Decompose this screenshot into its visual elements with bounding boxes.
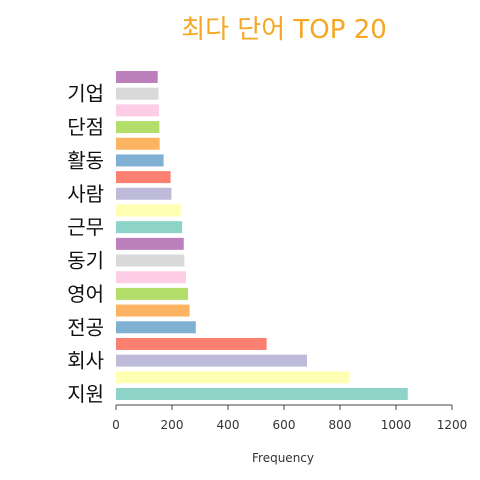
category-label: 사람 (67, 182, 104, 206)
category-labels: 지원 회사 전공 영어 동기 근무 사람 활동 단점 기업 (67, 82, 104, 406)
bar-2 (116, 371, 349, 384)
bar-20 (116, 71, 158, 83)
bar-19 (116, 87, 159, 100)
bar-5 (116, 321, 196, 334)
bar-10 (116, 237, 184, 250)
x-tick-label: 1000 (381, 418, 412, 432)
bar-15 (116, 154, 164, 167)
x-tick-label: 400 (217, 418, 240, 432)
category-label: 영어 (67, 282, 104, 306)
bar-7 (116, 287, 188, 300)
bar-13 (116, 187, 172, 200)
bar-16 (116, 137, 160, 150)
category-label: 지원 (67, 382, 104, 406)
category-label: 동기 (67, 249, 104, 273)
bar-6 (116, 304, 190, 317)
bar-17 (116, 121, 160, 134)
x-ticks-group: 0 200 400 600 800 1000 1200 (112, 405, 467, 432)
bar-3 (116, 354, 307, 367)
chart-title: 최다 단어 TOP 20 (181, 15, 387, 45)
bar-18 (116, 104, 159, 117)
category-label: 근무 (67, 215, 104, 239)
category-label: 전공 (67, 315, 104, 339)
category-label: 기업 (67, 82, 104, 106)
bars-group (116, 71, 408, 400)
x-tick-label: 800 (329, 418, 352, 432)
bar-14 (116, 171, 171, 184)
bar-12 (116, 204, 181, 217)
bar-4 (116, 337, 267, 350)
bar-9 (116, 254, 185, 267)
x-tick-label: 1200 (437, 418, 468, 432)
x-axis-label: Frequency (252, 451, 314, 465)
x-tick-label: 0 (112, 418, 120, 432)
bar-11 (116, 221, 183, 234)
x-tick-label: 600 (273, 418, 296, 432)
category-label: 활동 (67, 148, 104, 172)
category-label: 단점 (67, 115, 104, 139)
category-label: 회사 (67, 349, 104, 373)
bar-1 (116, 388, 408, 400)
bar-8 (116, 271, 186, 284)
x-tick-label: 200 (161, 418, 184, 432)
